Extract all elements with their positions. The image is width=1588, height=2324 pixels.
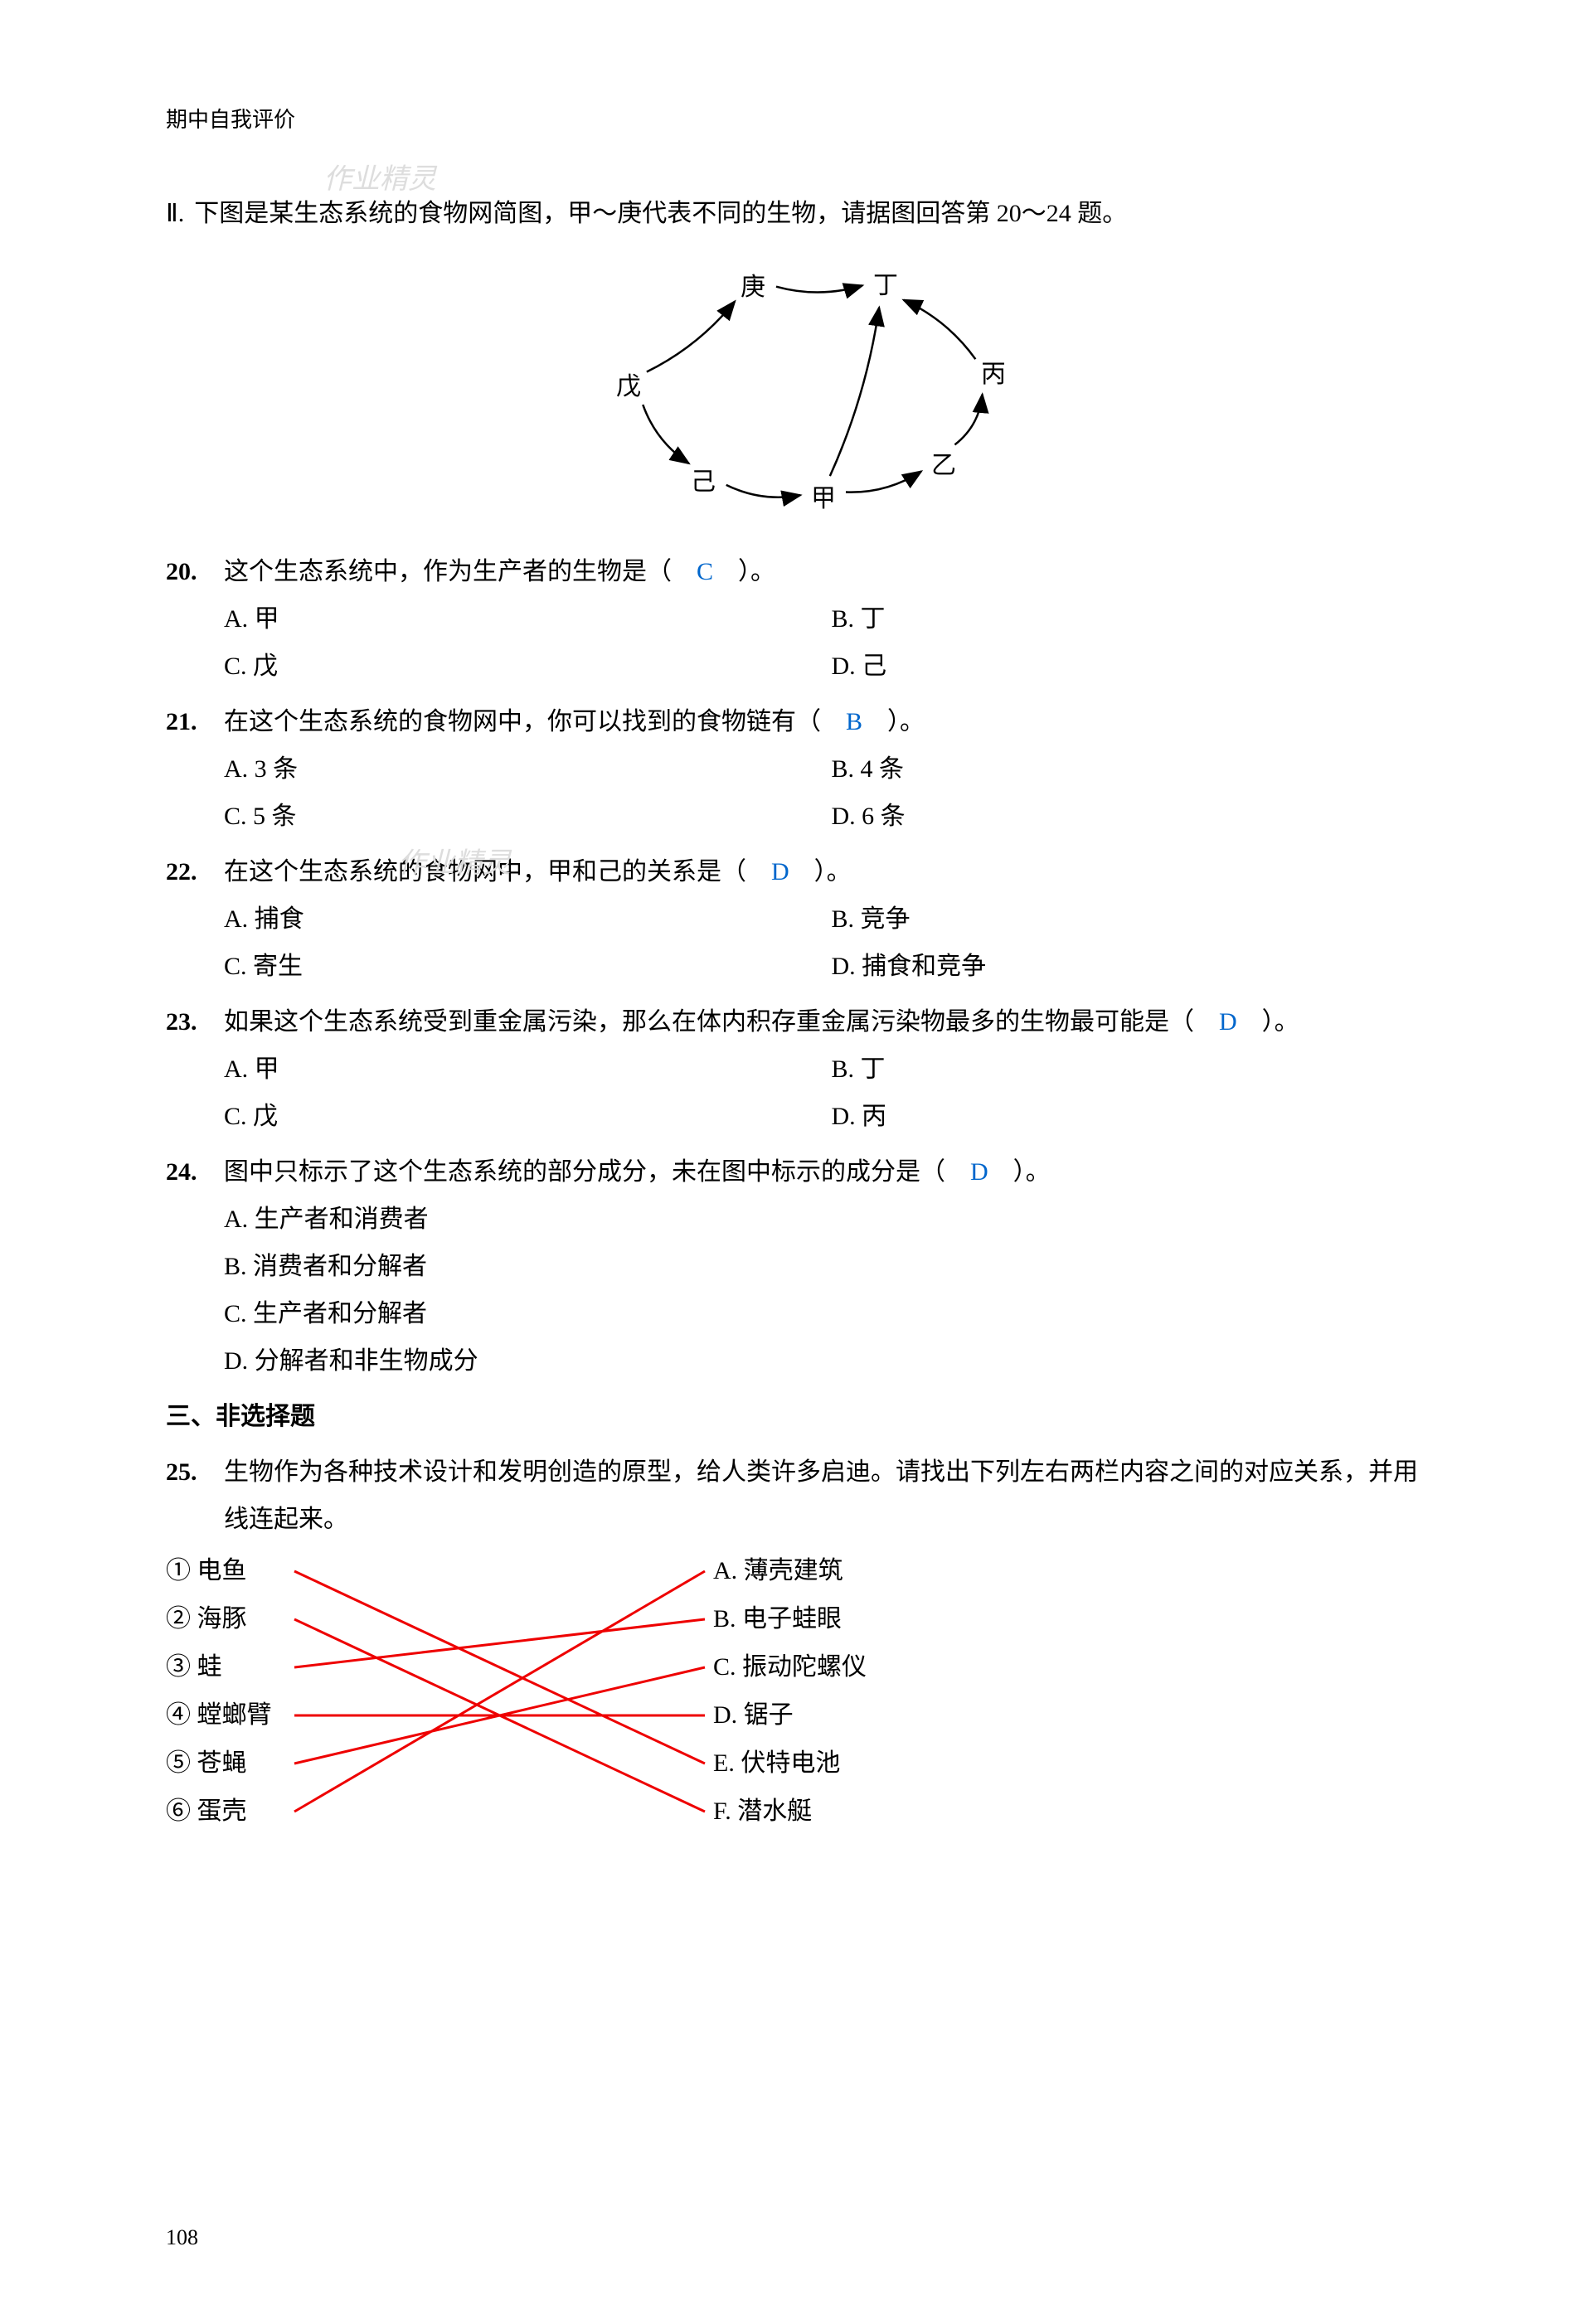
match-right-item: B. 电子蛙眼 [713,1595,867,1643]
option: C. 生产者和分解者 [224,1290,1439,1337]
matching-container: ① 电鱼② 海豚③ 蛙④ 螳螂臂⑤ 苍蝇⑥ 蛋壳 A. 薄壳建筑B. 电子蛙眼C… [166,1547,1439,1862]
option: A. 甲 [224,595,832,643]
question-20: 20.这个生态系统中，作为生产者的生物是（ C ）。A. 甲B. 丁C. 戊D.… [166,548,1439,690]
match-left-item: ② 海豚 [166,1595,272,1643]
question-number: 23. [166,998,224,1046]
match-right-item: F. 潜水艇 [713,1788,867,1836]
match-right-item: D. 锯子 [713,1691,867,1739]
question-23: 23.如果这个生态系统受到重金属污染，那么在体内积存重金属污染物最多的生物最可能… [166,998,1439,1140]
match-left-item: ④ 螳螂臂 [166,1691,272,1739]
question-text: 在这个生态系统的食物网中，甲和己的关系是（ D ）。 [224,848,1439,895]
match-left-item: ③ 蛙 [166,1643,272,1691]
options: A. 捕食B. 竞争C. 寄生D. 捕食和竞争 [166,895,1439,990]
option: A. 甲 [224,1046,832,1093]
question-number: 21. [166,698,224,745]
answer: B [846,708,862,735]
diagram-svg: 庚 丁戊 丙己甲 乙 [554,258,1051,523]
svg-text:丁: 丁 [873,272,898,299]
option: C. 戊 [224,1093,832,1140]
question-text: 这个生态系统中，作为生产者的生物是（ C ）。 [224,548,1439,595]
options: A. 甲B. 丁C. 戊D. 己 [166,595,1439,690]
match-left-item: ⑥ 蛋壳 [166,1788,272,1836]
questions-container: 20.这个生态系统中，作为生产者的生物是（ C ）。A. 甲B. 丁C. 戊D.… [166,548,1439,1385]
svg-text:己: 己 [691,468,716,496]
option: A. 捕食 [224,895,832,943]
question-number: 20. [166,548,224,595]
answer: D [970,1158,988,1186]
svg-text:甲: 甲 [811,485,836,512]
match-left-item: ① 电鱼 [166,1547,272,1595]
food-web-diagram: 庚 丁戊 丙己甲 乙 [554,258,1051,523]
option: D. 己 [832,643,1440,690]
option: C. 寄生 [224,943,832,990]
svg-text:乙: 乙 [931,452,956,479]
answer: D [771,858,789,885]
options: A. 甲B. 丁C. 戊D. 丙 [166,1046,1439,1140]
answer: C [697,558,713,585]
question-text: 图中只标示了这个生态系统的部分成分，未在图中标示的成分是（ D ）。 [224,1148,1439,1196]
match-right-item: A. 薄壳建筑 [713,1547,867,1595]
intro-text: 下图是某生态系统的食物网简图，甲～庚代表不同的生物，请据图回答第 20～24 题… [194,190,1127,237]
option: C. 5 条 [224,793,832,840]
question-text: 如果这个生态系统受到重金属污染，那么在体内积存重金属污染物最多的生物最可能是（ … [224,998,1439,1046]
option: B. 消费者和分解者 [224,1243,1439,1290]
option: D. 丙 [832,1093,1440,1140]
question-24: 24.图中只标示了这个生态系统的部分成分，未在图中标示的成分是（ D ）。A. … [166,1148,1439,1385]
options: A. 生产者和消费者B. 消费者和分解者C. 生产者和分解者D. 分解者和非生物… [166,1196,1439,1385]
q25-text: 生物作为各种技术设计和发明创造的原型，给人类许多启迪。请找出下列左右两栏内容之间… [224,1448,1439,1543]
option: B. 竞争 [832,895,1440,943]
page-number: 108 [166,2217,198,2258]
option: A. 生产者和消费者 [224,1196,1439,1243]
question-21: 21.在这个生态系统的食物网中，你可以找到的食物链有（ B ）。A. 3 条B.… [166,698,1439,840]
option: A. 3 条 [224,745,832,793]
question-22: 22.在这个生态系统的食物网中，甲和己的关系是（ D ）。A. 捕食B. 竞争C… [166,848,1439,990]
answer: D [1219,1008,1237,1036]
roman-number: Ⅱ. [166,190,184,237]
question-25: 25. 生物作为各种技术设计和发明创造的原型，给人类许多启迪。请找出下列左右两栏… [166,1448,1439,1862]
match-right-item: E. 伏特电池 [713,1739,867,1788]
option: D. 6 条 [832,793,1440,840]
svg-text:戊: 戊 [616,373,641,400]
option: D. 捕食和竞争 [832,943,1440,990]
q25-number: 25. [166,1448,224,1496]
match-left-column: ① 电鱼② 海豚③ 蛙④ 螳螂臂⑤ 苍蝇⑥ 蛋壳 [166,1547,272,1836]
match-left-item: ⑤ 苍蝇 [166,1739,272,1788]
option: D. 分解者和非生物成分 [224,1337,1439,1385]
match-right-item: C. 振动陀螺仪 [713,1643,867,1691]
match-right-column: A. 薄壳建筑B. 电子蛙眼C. 振动陀螺仪D. 锯子E. 伏特电池F. 潜水艇 [713,1547,867,1836]
options: A. 3 条B. 4 条C. 5 条D. 6 条 [166,745,1439,840]
question-number: 22. [166,848,224,895]
svg-text:庚: 庚 [741,274,765,301]
page-header: 期中自我评价 [166,99,1439,140]
svg-text:丙: 丙 [981,361,1006,388]
section-intro: Ⅱ. 下图是某生态系统的食物网简图，甲～庚代表不同的生物，请据图回答第 20～2… [166,190,1439,237]
section-3-title: 三、非选择题 [166,1393,1439,1440]
option: B. 4 条 [832,745,1440,793]
question-text: 在这个生态系统的食物网中，你可以找到的食物链有（ B ）。 [224,698,1439,745]
option: B. 丁 [832,595,1440,643]
option: C. 戊 [224,643,832,690]
question-number: 24. [166,1148,224,1196]
option: B. 丁 [832,1046,1440,1093]
